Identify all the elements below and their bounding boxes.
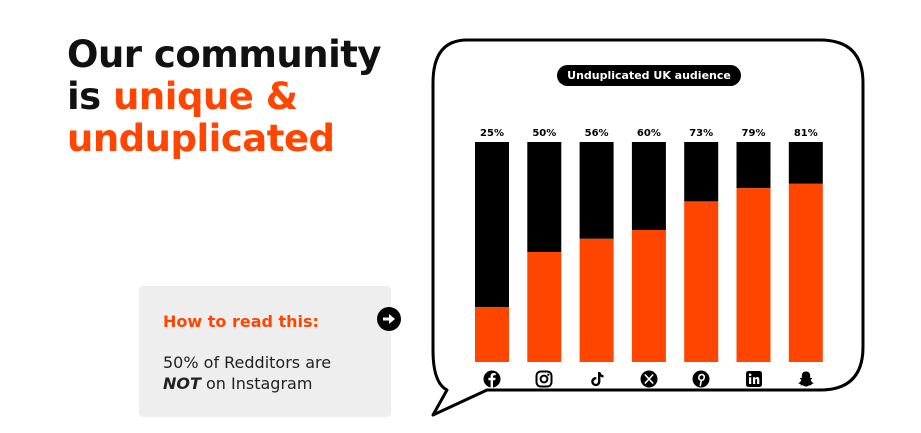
headline-line2-prefix: is	[67, 75, 114, 118]
how-to-read-emphasis: NOT	[163, 374, 201, 393]
bar-unduplicated-tiktok	[579, 238, 614, 362]
stacked-bar-chart: 25% 50% 56% 60% 73% 79% 81%	[475, 128, 823, 362]
bar-unduplicated-snapchat	[788, 183, 823, 362]
how-to-read-rest: on Instagram	[200, 374, 313, 393]
how-to-read-line1: 50% of Redditors are	[163, 353, 332, 372]
value-label-x: 60%	[637, 128, 661, 139]
bar-remainder-facebook	[475, 142, 509, 307]
tiktok-icon	[588, 370, 606, 388]
bar-unduplicated-pinterest	[684, 201, 719, 362]
value-label-linkedin: 79%	[742, 128, 766, 139]
how-to-read-body: 50% of Redditors are NOT on Instagram	[163, 352, 378, 394]
facebook-icon	[483, 370, 501, 388]
linkedin-icon	[745, 370, 763, 388]
bar-unduplicated-x	[631, 230, 666, 362]
bar-remainder-linkedin	[736, 142, 771, 189]
bar-remainder-pinterest	[684, 142, 719, 202]
value-label-tiktok: 56%	[585, 128, 609, 139]
x-icon	[640, 370, 658, 388]
how-to-read-box: How to read this: 50% of Redditors are N…	[139, 286, 391, 417]
arrow-right-icon[interactable]	[377, 307, 401, 331]
bar-unduplicated-facebook	[475, 307, 509, 362]
bar-unduplicated-instagram	[527, 252, 562, 362]
bar-remainder-instagram	[527, 142, 562, 252]
headline-line1: Our community	[67, 33, 382, 76]
headline-line2-accent: unique &	[113, 75, 298, 118]
value-label-snapchat: 81%	[794, 128, 818, 139]
value-label-instagram: 50%	[532, 128, 556, 139]
value-label-facebook: 25%	[480, 128, 504, 139]
bar-unduplicated-linkedin	[736, 188, 771, 362]
headline: Our community is unique & unduplicated	[67, 33, 382, 160]
how-to-read-title: How to read this:	[163, 312, 319, 331]
chart-title: Unduplicated UK audience	[557, 65, 741, 86]
snapchat-icon	[797, 370, 815, 388]
headline-line3-accent: unduplicated	[67, 117, 335, 160]
bar-remainder-x	[631, 142, 666, 230]
instagram-icon	[535, 370, 553, 388]
value-label-pinterest: 73%	[689, 128, 713, 139]
bar-remainder-tiktok	[579, 142, 614, 239]
pinterest-icon	[692, 370, 710, 388]
bar-remainder-snapchat	[788, 142, 823, 184]
